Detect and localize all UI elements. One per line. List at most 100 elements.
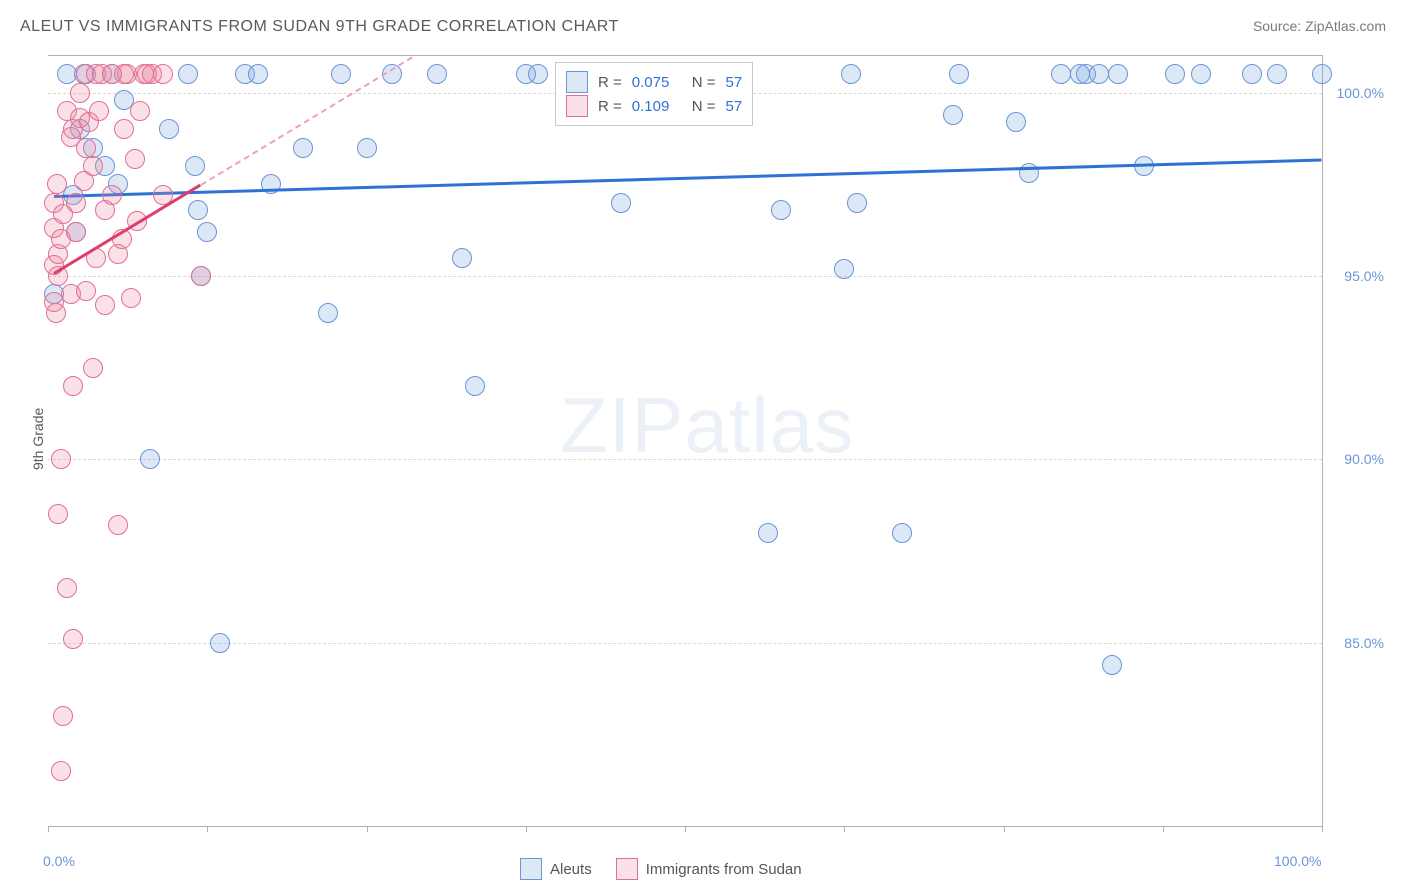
data-point-aleuts [465, 376, 485, 396]
x-tick [367, 826, 368, 832]
data-point-aleuts [847, 193, 867, 213]
data-point-sudan [125, 149, 145, 169]
data-point-aleuts [1108, 64, 1128, 84]
legend-item-sudan: Immigrants from Sudan [616, 858, 802, 880]
data-point-aleuts [1242, 64, 1262, 84]
data-point-aleuts [210, 633, 230, 653]
data-point-sudan [63, 629, 83, 649]
x-tick [1322, 826, 1323, 832]
data-point-sudan [53, 706, 73, 726]
legend-label: Aleuts [550, 861, 592, 878]
r-value: 0.109 [632, 98, 682, 115]
data-point-aleuts [188, 200, 208, 220]
y-tick-label: 100.0% [1329, 85, 1384, 101]
data-point-aleuts [943, 105, 963, 125]
stat-legend: R = 0.075 N = 57R = 0.109 N = 57 [555, 62, 753, 126]
data-point-aleuts [185, 156, 205, 176]
data-point-sudan [51, 761, 71, 781]
data-point-aleuts [427, 64, 447, 84]
legend-swatch [616, 858, 638, 880]
data-point-aleuts [1191, 64, 1211, 84]
data-point-sudan [46, 303, 66, 323]
x-tick [526, 826, 527, 832]
x-tick-label-left: 0.0% [43, 853, 75, 869]
data-point-aleuts [1102, 655, 1122, 675]
legend-label: Immigrants from Sudan [646, 861, 802, 878]
data-point-aleuts [1312, 64, 1332, 84]
grid-line [48, 643, 1322, 644]
data-point-aleuts [452, 248, 472, 268]
x-tick [1004, 826, 1005, 832]
legend-item-aleuts: Aleuts [520, 858, 592, 880]
data-point-sudan [66, 222, 86, 242]
data-point-sudan [108, 515, 128, 535]
data-point-aleuts [248, 64, 268, 84]
data-point-sudan [57, 578, 77, 598]
legend-swatch [566, 95, 588, 117]
data-point-aleuts [758, 523, 778, 543]
x-tick [48, 826, 49, 832]
data-point-aleuts [318, 303, 338, 323]
x-tick-label-right: 100.0% [1274, 853, 1321, 869]
data-point-sudan [70, 83, 90, 103]
x-tick [207, 826, 208, 832]
data-point-sudan [153, 64, 173, 84]
data-point-aleuts [1089, 64, 1109, 84]
data-point-aleuts [159, 119, 179, 139]
x-tick [1163, 826, 1164, 832]
legend-swatch [566, 71, 588, 93]
data-point-sudan [95, 295, 115, 315]
data-point-aleuts [357, 138, 377, 158]
data-point-sudan [63, 376, 83, 396]
data-point-sudan [83, 358, 103, 378]
data-point-aleuts [331, 64, 351, 84]
data-point-sudan [76, 281, 96, 301]
data-point-aleuts [1165, 64, 1185, 84]
y-tick-label: 85.0% [1329, 635, 1384, 651]
grid-line [48, 459, 1322, 460]
data-point-sudan [191, 266, 211, 286]
data-point-aleuts [834, 259, 854, 279]
r-label: R = [598, 74, 622, 91]
data-point-sudan [76, 138, 96, 158]
trend-line [54, 159, 1322, 198]
stat-legend-row-aleuts: R =0.075N =57 [566, 71, 742, 93]
chart-header: ALEUT VS IMMIGRANTS FROM SUDAN 9TH GRADE… [20, 18, 1386, 36]
trend-line [200, 56, 412, 185]
plot-area: 85.0%90.0%95.0%100.0% [48, 55, 1323, 827]
data-point-sudan [66, 193, 86, 213]
data-point-aleuts [1051, 64, 1071, 84]
stat-legend-row-sudan: R = 0.109 N = 57 [566, 95, 742, 117]
data-point-aleuts [841, 64, 861, 84]
data-point-aleuts [528, 64, 548, 84]
y-tick-label: 95.0% [1329, 268, 1384, 284]
data-point-aleuts [293, 138, 313, 158]
source-credit: Source: ZipAtlas.com [1253, 18, 1386, 34]
y-tick-label: 90.0% [1329, 451, 1384, 467]
chart-title: ALEUT VS IMMIGRANTS FROM SUDAN 9TH GRADE… [20, 18, 619, 36]
data-point-sudan [51, 449, 71, 469]
series-legend: Aleuts Immigrants from Sudan [520, 858, 802, 880]
r-value: 0.075 [632, 74, 682, 91]
data-point-aleuts [197, 222, 217, 242]
data-point-sudan [89, 101, 109, 121]
n-label: N = [692, 98, 716, 115]
y-axis-label: 9th Grade [30, 408, 46, 470]
data-point-sudan [83, 156, 103, 176]
data-point-aleuts [892, 523, 912, 543]
n-label: N = [692, 74, 716, 91]
data-point-aleuts [949, 64, 969, 84]
data-point-aleuts [771, 200, 791, 220]
data-point-sudan [130, 101, 150, 121]
data-point-aleuts [1267, 64, 1287, 84]
data-point-sudan [114, 119, 134, 139]
n-value: 57 [726, 98, 743, 115]
x-tick [844, 826, 845, 832]
data-point-sudan [102, 185, 122, 205]
data-point-sudan [47, 174, 67, 194]
legend-swatch [520, 858, 542, 880]
data-point-sudan [48, 504, 68, 524]
data-point-sudan [114, 64, 134, 84]
grid-line [48, 276, 1322, 277]
r-label: R = [598, 98, 622, 115]
